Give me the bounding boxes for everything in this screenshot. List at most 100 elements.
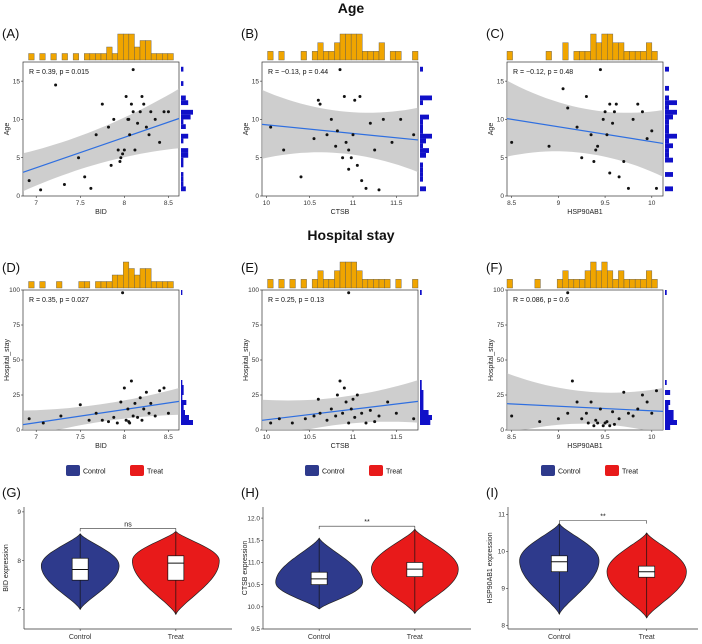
right-histogram-bar [665, 138, 669, 144]
data-point [592, 160, 596, 164]
data-point [570, 379, 574, 383]
x-tick-label: 11.5 [390, 434, 403, 441]
data-point [631, 414, 635, 418]
top-histogram-bar [373, 279, 380, 289]
data-point [100, 418, 104, 422]
y-tick-label: 15 [252, 78, 260, 85]
data-point [611, 121, 615, 125]
data-point [358, 94, 362, 98]
data-point [62, 183, 66, 187]
right-histogram-bar [665, 390, 671, 395]
top-histogram-bar [378, 42, 385, 61]
data-point [121, 291, 125, 295]
confidence-band [23, 88, 179, 192]
top-histogram-bar [534, 279, 541, 289]
top-histogram-bar [568, 279, 575, 289]
y-tick-label: 11.5 [248, 537, 261, 544]
data-point [162, 110, 166, 114]
data-point [312, 414, 316, 418]
scatter-panel-e: (E) R = 0.25, p = 0.13 10 10.5 11 11.5 0 25 50 75… [241, 260, 432, 450]
data-point [269, 125, 273, 129]
top-histogram-bar [106, 46, 113, 61]
top-histogram-bar [278, 51, 285, 61]
right-histogram-bar [181, 100, 189, 106]
top-histogram-bar [618, 270, 625, 289]
data-point [122, 386, 126, 390]
right-histogram-bar [420, 114, 429, 120]
y-tick-label: 75 [497, 322, 505, 329]
data-point [510, 414, 514, 418]
y-tick-label: 50 [497, 357, 505, 364]
data-point [106, 420, 110, 424]
data-point [538, 420, 542, 424]
y-tick-label: 0 [16, 427, 20, 434]
data-point [153, 117, 157, 121]
data-point [580, 417, 584, 421]
data-point [338, 68, 342, 72]
violin-panel-i: (I) Control Treat Control Treat ** 8 9 10 11 HSP90… [486, 465, 698, 641]
top-histogram-bar [100, 281, 107, 289]
violin-panel-g: (G) Control Treat Control Treat ns 7 8 9 BID expr… [2, 465, 232, 641]
right-histogram-bar [420, 152, 426, 158]
top-histogram-bar [612, 42, 619, 61]
data-point [133, 401, 137, 405]
top-histogram-bar [584, 270, 591, 289]
data-point [325, 418, 329, 422]
data-point [353, 98, 357, 102]
data-point [115, 421, 119, 425]
right-histogram-bar [665, 66, 669, 72]
x-tick-label: 7.5 [76, 200, 85, 207]
top-histogram-bar [373, 51, 380, 61]
y-tick-label: 10 [498, 549, 506, 556]
data-point [586, 421, 590, 425]
right-histogram-bar [665, 410, 674, 415]
panel-label: (I) [486, 485, 498, 500]
right-histogram-bar [181, 385, 184, 390]
data-point [118, 160, 122, 164]
data-point [329, 407, 333, 411]
top-histogram-bar [506, 51, 513, 61]
right-histogram-bar [665, 114, 673, 120]
top-histogram-bar [607, 270, 614, 289]
top-histogram-bar [50, 53, 57, 61]
right-histogram-bar [420, 176, 423, 182]
confidence-band [507, 80, 663, 177]
top-histogram-bar [339, 261, 346, 289]
data-point [119, 156, 123, 160]
data-point [347, 167, 351, 171]
scatter-panel-a: (A) R = 0.39, p = 0.015 7 7.5 8 8.5 0 5 10 15 BID A… [2, 26, 193, 216]
data-point [580, 156, 584, 160]
top-histogram-bar [95, 281, 102, 289]
top-histogram-bar [562, 270, 569, 289]
top-histogram-bar [607, 33, 614, 61]
top-histogram-bar [545, 51, 552, 61]
x-tick-label: 10 [263, 434, 271, 441]
right-histogram-bar [181, 114, 191, 120]
right-histogram-bar [665, 172, 673, 177]
scatter-panel-b: (B) R = −0.13, p = 0.44 10 10.5 11 11.5 0 5 10 15… [241, 26, 432, 216]
top-histogram-bar [356, 33, 363, 61]
panel-label: (B) [241, 26, 258, 41]
data-point [636, 102, 640, 106]
top-histogram-bar [601, 261, 608, 289]
section-title-hospital-stay: Hospital stay [307, 227, 394, 243]
y-tick-label: 10.5 [247, 582, 260, 589]
top-histogram-bar [334, 42, 341, 61]
right-histogram-bar [181, 148, 189, 153]
data-point [100, 102, 104, 106]
data-point [349, 407, 353, 411]
top-histogram-bar [150, 53, 157, 61]
data-point [399, 117, 403, 121]
data-point [116, 148, 120, 152]
top-histogram-bar [39, 53, 46, 61]
x-tick-label: 11 [350, 434, 357, 441]
data-point [166, 411, 170, 415]
right-histogram-bar [181, 172, 184, 177]
top-histogram-bar [640, 279, 647, 289]
x-axis-label: BID [95, 443, 107, 450]
top-histogram-bar [556, 279, 563, 289]
data-point [106, 125, 110, 129]
x-tick-label: 9 [557, 200, 561, 207]
data-point [299, 175, 303, 179]
